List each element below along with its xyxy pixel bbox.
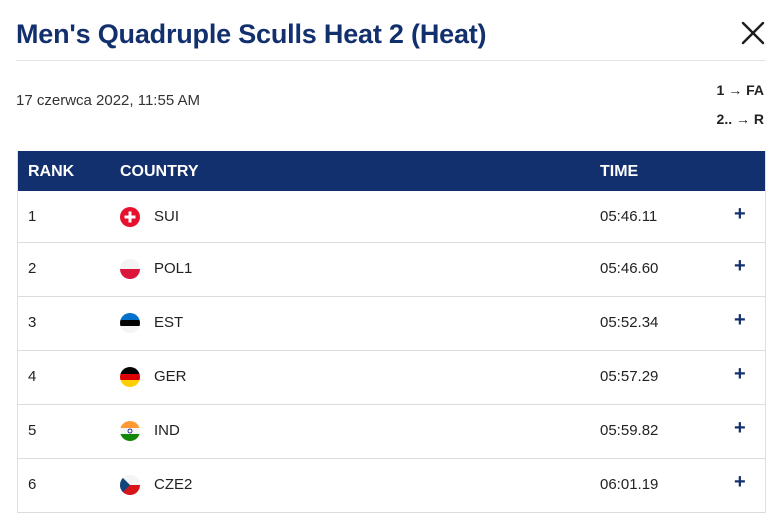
- expand-plus-icon[interactable]: +: [734, 309, 746, 331]
- country-cell: POL1: [154, 260, 193, 277]
- close-icon[interactable]: [740, 20, 766, 46]
- expand-plus-icon[interactable]: +: [734, 255, 746, 277]
- table-row[interactable]: 2 POL1 05:46.60 +: [18, 243, 765, 297]
- country-cell: IND: [154, 422, 180, 439]
- switzerland-flag-icon: [120, 207, 140, 227]
- time-cell: 06:01.19: [600, 476, 659, 493]
- country-cell: CZE2: [154, 476, 193, 493]
- table-row[interactable]: 4 GER 05:57.29 +: [18, 351, 765, 405]
- expand-plus-icon[interactable]: +: [734, 203, 746, 225]
- modal-header: Men's Quadruple Sculls Heat 2 (Heat): [16, 0, 766, 61]
- page-title: Men's Quadruple Sculls Heat 2 (Heat): [16, 19, 487, 49]
- country-cell: SUI: [154, 208, 180, 225]
- qualification-rule-1: 1 → FA: [716, 82, 764, 98]
- rank-column-header: RANK: [28, 163, 75, 180]
- rank-cell: 5: [28, 422, 37, 439]
- czech-flag-icon: [120, 475, 140, 495]
- time-cell: 05:57.29: [600, 368, 659, 385]
- time-cell: 05:52.34: [600, 314, 659, 331]
- expand-plus-icon[interactable]: +: [734, 471, 746, 493]
- table-row[interactable]: 5 IND 05:59.82 +: [18, 405, 765, 459]
- rank-cell: 4: [28, 368, 37, 385]
- rank-cell: 6: [28, 476, 37, 493]
- country-column-header: COUNTRY: [120, 163, 199, 180]
- country-cell: EST: [154, 314, 184, 331]
- table-row[interactable]: 6 CZE2 06:01.19 +: [18, 459, 765, 513]
- rank-cell: 3: [28, 314, 37, 331]
- qualification-rule-2: 2.. → R: [716, 111, 764, 127]
- country-cell: GER: [154, 368, 187, 385]
- expand-plus-icon[interactable]: +: [734, 363, 746, 385]
- time-column-header: TIME: [600, 163, 639, 180]
- expand-plus-icon[interactable]: +: [734, 417, 746, 439]
- rank-cell: 2: [28, 260, 37, 277]
- qualification-rules: 1 → FA 2.. → R: [717, 76, 764, 134]
- rank-cell: 1: [28, 208, 37, 225]
- estonia-flag-icon: [120, 313, 140, 333]
- poland-flag-icon: [120, 259, 140, 279]
- india-flag-icon: [120, 421, 140, 441]
- germany-flag-icon: [120, 367, 140, 387]
- race-date: 17 czerwca 2022, 11:55 AM: [16, 92, 200, 109]
- table-row[interactable]: 3 EST 05:52.34 +: [18, 297, 765, 351]
- time-cell: 05:46.11: [600, 208, 658, 225]
- table-header: RANK COUNTRY TIME: [18, 151, 765, 191]
- time-cell: 05:59.82: [600, 422, 659, 439]
- results-table: RANK COUNTRY TIME 1 SUI 05:46.11 + 2 POL…: [17, 151, 766, 513]
- time-cell: 05:46.60: [600, 260, 659, 277]
- table-row[interactable]: 1 SUI 05:46.11 +: [18, 191, 765, 243]
